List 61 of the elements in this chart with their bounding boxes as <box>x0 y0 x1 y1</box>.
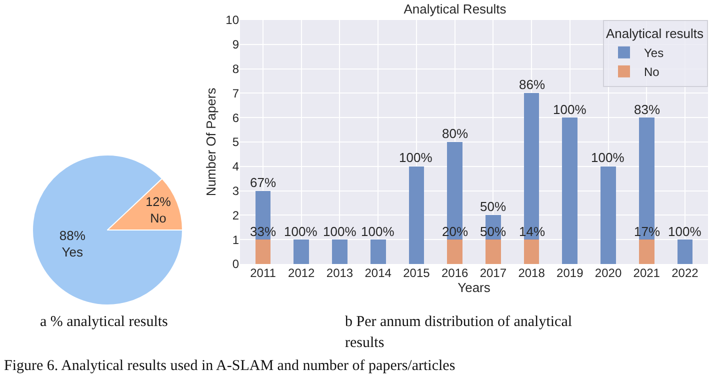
text: a % analytical results <box>40 313 169 332</box>
x-tick-label: 2013 <box>326 266 354 280</box>
annotation: 86% <box>519 77 546 92</box>
x-tick-label: 2011 <box>250 266 276 280</box>
annotation: 100% <box>284 224 318 239</box>
y-tick-label: 6 <box>232 110 240 125</box>
bar <box>486 240 501 264</box>
annotation: 100% <box>591 150 625 165</box>
bar <box>524 240 540 264</box>
chart-title: Analytical Results <box>404 2 507 17</box>
annotation: 50% <box>480 199 506 214</box>
bar <box>600 166 616 264</box>
x-tick-label: 2014 <box>364 266 392 280</box>
y-tick-label: 2 <box>232 208 240 222</box>
text: b Per annum distribution of analytical results <box>345 313 574 353</box>
bar <box>370 240 386 264</box>
legend-title: Analytical results <box>606 26 704 41</box>
annotation: 100% <box>323 224 357 239</box>
bar <box>408 166 424 264</box>
slice-label: Yes <box>62 244 84 260</box>
x-axis-title: Years <box>458 280 491 295</box>
annotation: 100% <box>399 150 433 165</box>
bar <box>677 240 693 264</box>
caption: Figure 6. Analytical results used in A-SLAM and number of papers/articles <box>4 357 456 376</box>
y-tick-label: 5 <box>232 135 240 150</box>
y-tick-label: 0 <box>232 257 240 272</box>
x-tick-label: 2021 <box>633 266 660 280</box>
slice-label: No <box>150 211 166 226</box>
data-label: 12% <box>146 194 171 209</box>
annotation: 100% <box>553 102 587 117</box>
y-tick-label: 10 <box>226 13 240 28</box>
annotation: 100% <box>668 224 702 239</box>
y-tick-label: 7 <box>232 86 240 100</box>
x-tick-label: 2017 <box>480 266 507 280</box>
x-tick-label: 2020 <box>594 266 622 280</box>
annotation: 67% <box>250 175 276 190</box>
x-tick-label: 2015 <box>403 266 430 280</box>
bar <box>447 240 462 264</box>
y-tick-label: 4 <box>232 160 240 174</box>
x-tick-label: 2018 <box>518 266 546 280</box>
annotation: 83% <box>634 102 660 117</box>
pie-slice <box>32 154 183 306</box>
y-axis-title: Number Of Papers <box>204 87 219 196</box>
y-tick-label: 3 <box>232 184 240 198</box>
x-tick-label: 2016 <box>441 266 468 280</box>
legend-label: Yes <box>644 46 664 60</box>
bar <box>332 240 348 264</box>
bar <box>638 240 654 264</box>
y-tick-label: 8 <box>232 62 240 76</box>
x-tick-label: 2019 <box>556 266 584 280</box>
bar <box>562 118 578 264</box>
x-tick-label: 2022 <box>672 266 699 280</box>
y-tick-label: 1 <box>232 232 240 247</box>
bar <box>294 240 310 264</box>
data-label: 88% <box>59 228 86 243</box>
annotation: 80% <box>442 126 468 141</box>
annotation: 100% <box>361 224 395 239</box>
y-tick-label: 9 <box>232 38 240 52</box>
x-tick-label: 2012 <box>288 266 316 280</box>
bar <box>255 240 271 264</box>
legend-label: No <box>644 65 660 80</box>
